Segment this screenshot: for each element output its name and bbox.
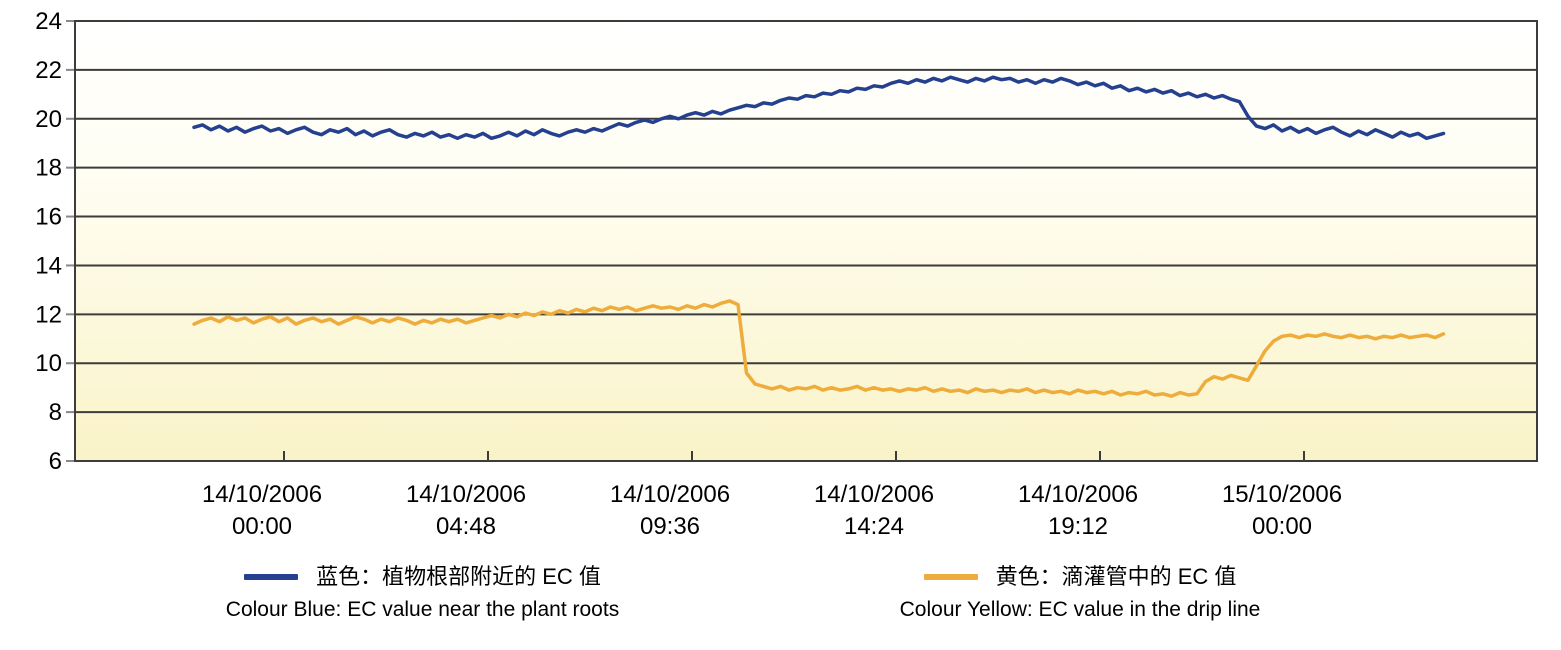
y-axis-label: 20 — [35, 106, 62, 133]
x-axis-label-date: 14/10/2006 — [610, 481, 730, 508]
x-axis-label-date: 14/10/2006 — [202, 481, 322, 508]
legend-blue-row: 蓝色：植物根部附近的 EC 值 — [244, 566, 601, 588]
x-axis-label-time: 04:48 — [436, 513, 496, 540]
x-axis-label-date: 14/10/2006 — [814, 481, 934, 508]
y-axis-label: 6 — [49, 448, 62, 475]
legend-blue-series: 蓝色：植物根部附近的 EC 值 Colour Blue: EC value ne… — [190, 566, 655, 622]
plot-area — [75, 21, 1537, 461]
x-axis-label-date: 14/10/2006 — [406, 481, 526, 508]
y-axis-label: 14 — [35, 252, 62, 279]
yellow-line-swatch-icon — [923, 574, 978, 580]
plot-border — [74, 20, 1538, 462]
y-axis-label: 24 — [35, 8, 62, 35]
legend-yellow-label-en: Colour Yellow: EC value in the drip line — [899, 598, 1261, 621]
y-axis-label: 8 — [49, 399, 62, 426]
yellow-series-line — [192, 299, 1446, 398]
x-axis-label-time: 09:36 — [640, 513, 700, 540]
x-axis-label-time: 19:12 — [1048, 513, 1108, 540]
x-axis-label-time: 00:00 — [232, 513, 292, 540]
blue-series-line — [192, 75, 1446, 141]
x-axis-label-date: 15/10/2006 — [1222, 481, 1342, 508]
legend-yellow-row: 黄色：滴灌管中的 EC 值 — [923, 564, 1237, 589]
blue-line-swatch-icon — [244, 574, 299, 580]
legend-blue-label-cn: 蓝色：植物根部附近的 EC 值 — [316, 564, 601, 589]
legend-yellow-label-cn: 黄色：滴灌管中的 EC 值 — [995, 564, 1237, 589]
y-axis-label: 18 — [35, 155, 62, 182]
x-axis-label-time: 14:24 — [844, 513, 904, 540]
legend-blue-label-en: Colour Blue: EC value near the plant roo… — [225, 598, 620, 621]
y-axis-label: 12 — [35, 301, 62, 328]
legend-yellow-series: 黄色：滴灌管中的 EC 值 Colour Yellow: EC value in… — [880, 566, 1280, 622]
x-axis-label-date: 14/10/2006 — [1018, 481, 1138, 508]
y-axis-label: 22 — [35, 57, 62, 84]
x-axis-label-time: 00:00 — [1252, 513, 1312, 540]
y-axis-label: 16 — [35, 204, 62, 231]
y-axis-label: 10 — [35, 350, 62, 377]
